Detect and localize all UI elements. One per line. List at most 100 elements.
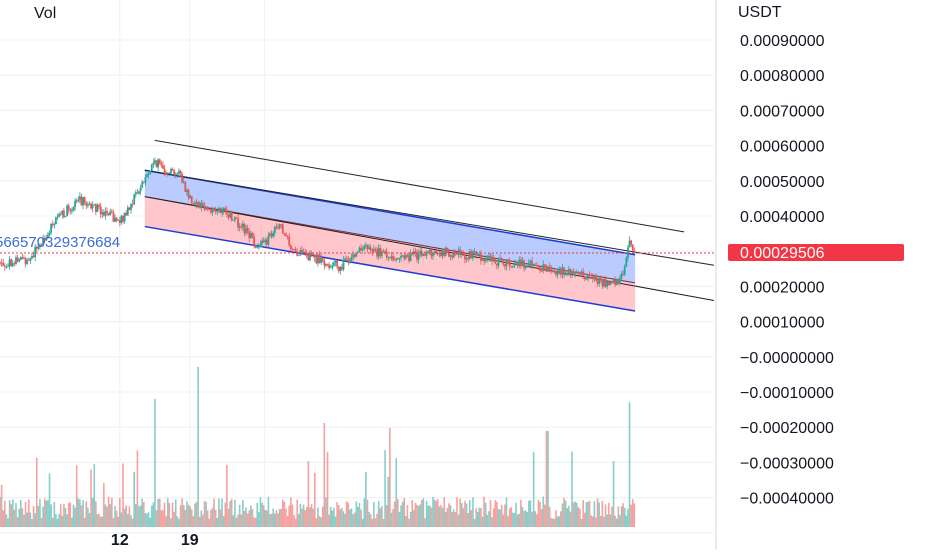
volume-bar <box>387 476 390 527</box>
candle-body <box>377 248 380 257</box>
candle-body <box>337 266 340 272</box>
candle-body <box>10 259 13 267</box>
candle-body <box>32 255 35 258</box>
candle-body <box>189 196 192 198</box>
price-axis-tick-label: 0.00090000 <box>740 33 825 50</box>
volume-bar <box>480 508 482 527</box>
volume-bar <box>342 511 345 527</box>
candle-body <box>329 267 332 269</box>
volume-bar <box>235 517 238 527</box>
volume-bar <box>187 504 190 527</box>
candle-body <box>264 239 267 243</box>
volume-bar <box>446 507 449 527</box>
volume-bar <box>307 461 310 527</box>
candle-body <box>85 202 88 206</box>
volume-bar <box>305 507 308 527</box>
volume-bar <box>178 518 180 527</box>
volume-bar <box>114 506 116 527</box>
regression-channel[interactable] <box>144 169 636 312</box>
price-axis[interactable]: USDT 0.00090000 0.00080000 0.00070000 0.000… <box>738 4 834 508</box>
volume-bar <box>222 516 225 527</box>
volume-bar <box>390 512 393 527</box>
volume-bar <box>250 505 252 527</box>
price-axis-tick-label: −0.00010000 <box>740 385 834 402</box>
time-axis[interactable]: 12 19 <box>111 532 199 549</box>
candle-body <box>619 278 621 284</box>
volume-bar <box>614 515 616 527</box>
volume-bar <box>582 500 584 527</box>
candle-body <box>353 254 356 257</box>
candle-body <box>259 244 262 247</box>
candle-body <box>286 235 289 237</box>
volume-bar <box>521 506 524 527</box>
candle-body <box>341 266 343 270</box>
volume-bar <box>385 505 388 527</box>
volume-bar <box>489 500 492 527</box>
volume-bar <box>103 483 105 527</box>
candle-body <box>623 266 626 275</box>
candle-body <box>459 249 462 255</box>
candle-body <box>598 277 601 284</box>
candle-body <box>408 254 410 262</box>
volume-bar <box>497 509 500 527</box>
volume-bar <box>406 505 409 527</box>
volume-bar <box>301 508 303 527</box>
candle-body <box>472 251 474 259</box>
candle-body <box>96 205 99 212</box>
volume-bar <box>2 510 4 527</box>
volume-bar <box>224 502 227 527</box>
volume-bar <box>51 517 54 527</box>
candle-body <box>318 254 321 263</box>
volume-bar <box>135 504 137 527</box>
candle-body <box>67 205 70 210</box>
candle-body <box>142 181 145 183</box>
candle-body <box>480 254 482 261</box>
volume-bar <box>334 516 337 527</box>
volume-bar <box>251 509 254 527</box>
candle-body <box>379 248 382 256</box>
candle-body <box>158 159 161 164</box>
volume-bar <box>502 514 505 527</box>
volume-bar <box>205 501 207 527</box>
candle-body <box>491 257 494 262</box>
candle-body <box>414 251 417 254</box>
volume-bar <box>472 497 474 527</box>
volume-bar <box>382 518 385 527</box>
volume-bar <box>238 504 241 527</box>
volume-bar <box>553 518 556 527</box>
candle-body <box>571 271 573 275</box>
candle-body <box>575 271 578 273</box>
candle-body <box>465 257 468 260</box>
candle-body <box>398 257 401 260</box>
candle-body <box>15 257 17 264</box>
volume-bar <box>83 517 86 527</box>
volume-bar <box>558 516 561 527</box>
candle-body <box>130 203 132 211</box>
volume-bar <box>119 497 121 527</box>
candle-body <box>328 264 331 269</box>
volume-bar <box>550 518 553 527</box>
volume-bar <box>274 513 276 527</box>
volume-bar <box>29 512 32 527</box>
candle-body <box>558 268 561 273</box>
candle-body <box>436 253 439 255</box>
volume-bar <box>405 516 407 527</box>
candle-body <box>529 260 532 263</box>
volume-bar <box>200 510 203 527</box>
candle-body <box>269 233 271 236</box>
volume-bar <box>622 503 624 527</box>
volume-bar <box>107 496 110 527</box>
candle-body <box>74 200 76 208</box>
volume-bar <box>496 501 498 527</box>
volume-bar <box>246 513 249 527</box>
volume-bar <box>170 518 172 527</box>
volume-bar <box>534 511 537 527</box>
candle-body <box>521 260 524 266</box>
candle-body <box>297 255 300 257</box>
volume-bar <box>598 502 600 527</box>
candle-body <box>430 249 433 257</box>
volume-bar <box>21 508 24 527</box>
volume-bar <box>577 507 580 527</box>
